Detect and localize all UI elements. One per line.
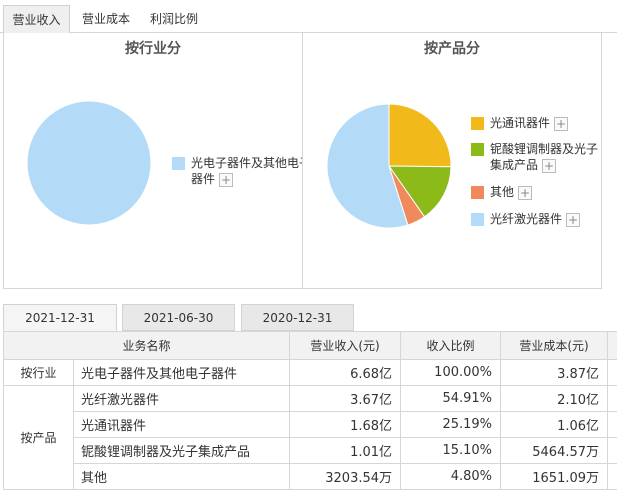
cost-cell: 1651.09万 — [500, 463, 609, 490]
table-row: 其他 3203.54万 4.80% 1651.09万 — [4, 463, 617, 490]
ratio-cell: 15.10% — [400, 437, 502, 464]
legend-label: 光电子器件及其他电子器件 — [191, 156, 312, 186]
table-header-row: 业务名称 营业收入(元) 收入比例 营业成本(元) — [2, 331, 617, 360]
pie-slice[interactable] — [388, 103, 452, 168]
ratio-cell: 25.19% — [400, 411, 502, 438]
legend-swatch — [471, 143, 484, 156]
cost-cell: 3.87亿 — [500, 359, 609, 386]
header-cost: 营业成本(元) — [500, 331, 609, 360]
expand-plus-icon[interactable]: + — [542, 158, 557, 173]
revenue-cell: 1.68亿 — [289, 411, 402, 438]
revenue-cell: 1.01亿 — [289, 437, 402, 464]
tab-cost[interactable]: 营业成本 — [81, 12, 130, 26]
ratio-cell: 4.80% — [400, 463, 502, 490]
legend-label: 光纤激光器件 — [490, 212, 563, 226]
cost-cell: 2.10亿 — [500, 385, 609, 412]
business-name-cell: 其他 — [72, 463, 291, 490]
cost-cell: 1.06亿 — [500, 411, 609, 438]
business-name-cell: 光通讯器件 — [72, 411, 291, 438]
expand-plus-icon[interactable]: + — [219, 172, 234, 187]
expand-plus-icon[interactable]: + — [554, 116, 569, 131]
industry-pie-title: 按行业分 — [125, 41, 181, 57]
legend-label: 铌酸锂调制器及光子集成产品 — [490, 142, 599, 172]
segment-cell: 按行业 — [3, 359, 74, 386]
ratio-cell: 54.91% — [400, 385, 502, 412]
header-ratio: 收入比例 — [400, 331, 502, 360]
date-tab-2021-06-30[interactable]: 2021-06-30 — [122, 304, 235, 331]
revenue-cell: 3203.54万 — [289, 463, 402, 490]
product-pie-panel: 按产品分 光通讯器件 + 铌酸锂调制器及光子集成产品 + 其他 + 光纤激光器件 + — [302, 33, 602, 289]
table-row: 光通讯器件 1.68亿 25.19% 1.06亿 — [4, 411, 617, 438]
industry-pie-chart — [26, 100, 152, 226]
industry-pie-panel: 按行业分 光电子器件及其他电子器件 + — [3, 33, 311, 289]
product-pie-chart — [326, 103, 452, 229]
legend-swatch — [471, 213, 484, 226]
header-overflow — [607, 331, 617, 360]
pie-slice[interactable] — [388, 165, 452, 218]
product-pie-title: 按产品分 — [424, 41, 480, 57]
report-type-tabs: 营业收入 营业成本 利润比例 — [0, 0, 617, 34]
header-business-name: 业务名称 — [2, 331, 291, 360]
segment-cell: 按产品 — [3, 385, 74, 490]
expand-plus-icon[interactable]: + — [518, 185, 533, 200]
business-name-cell: 铌酸锂调制器及光子集成产品 — [72, 437, 291, 464]
tab-revenue[interactable]: 营业收入 — [3, 5, 70, 34]
legend-swatch — [471, 186, 484, 199]
expand-plus-icon[interactable]: + — [566, 212, 581, 227]
pie-slice[interactable] — [26, 100, 152, 226]
cost-cell: 5464.57万 — [500, 437, 609, 464]
table-row: 按行业 光电子器件及其他电子器件 6.68亿 100.00% 3.87亿 — [3, 359, 617, 386]
table-row: 按产品 光纤激光器件 3.67亿 54.91% 2.10亿 — [3, 385, 617, 490]
legend-swatch — [471, 117, 484, 130]
legend-label: 其他 — [490, 185, 515, 199]
business-name-cell: 光电子器件及其他电子器件 — [72, 359, 291, 386]
tab-profit-ratio[interactable]: 利润比例 — [149, 12, 198, 26]
header-revenue: 营业收入(元) — [289, 331, 402, 360]
ratio-cell: 100.00% — [400, 359, 502, 386]
table-row: 铌酸锂调制器及光子集成产品 1.01亿 15.10% 5464.57万 — [4, 437, 617, 464]
date-tab-2020-12-31[interactable]: 2020-12-31 — [241, 304, 354, 331]
revenue-cell: 3.67亿 — [289, 385, 402, 412]
legend-label: 光通讯器件 — [490, 116, 551, 130]
pie-slice[interactable] — [326, 103, 409, 229]
date-tab-2021-12-31[interactable]: 2021-12-31 — [3, 304, 117, 331]
revenue-cell: 6.68亿 — [289, 359, 402, 386]
revenue-breakdown-table: 业务名称 营业收入(元) 收入比例 营业成本(元) 按行业 光电子器件及其他电子… — [2, 331, 617, 490]
legend-swatch — [172, 157, 185, 170]
business-name-cell: 光纤激光器件 — [72, 385, 291, 412]
